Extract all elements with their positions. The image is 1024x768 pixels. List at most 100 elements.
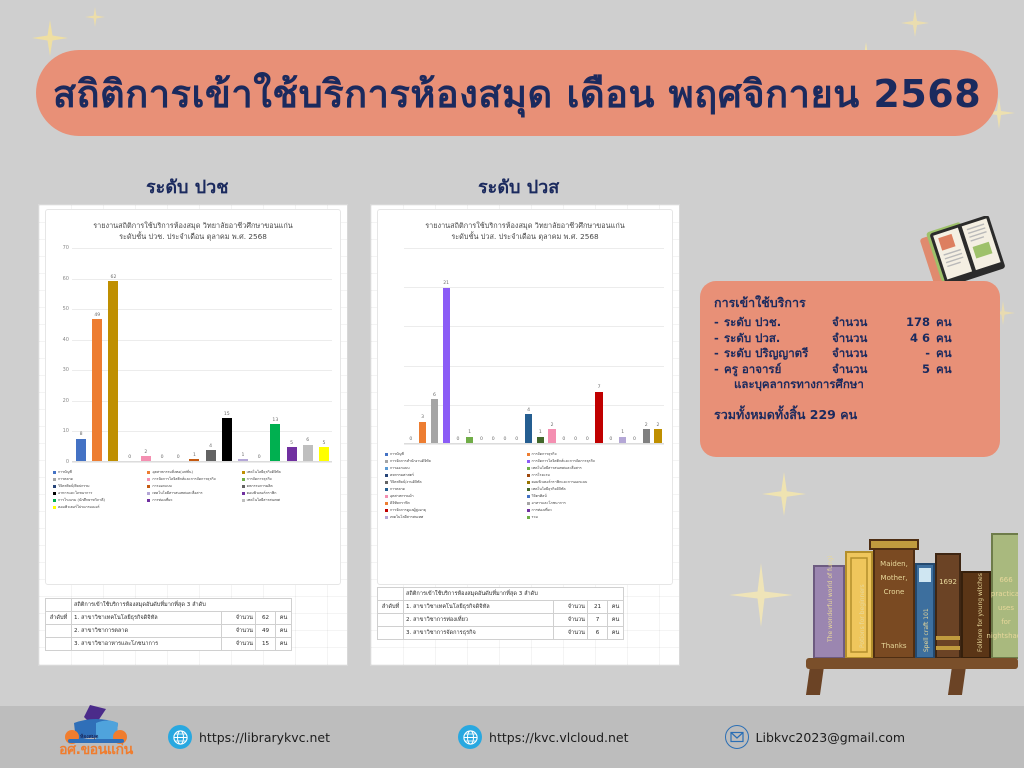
gridline <box>404 248 664 249</box>
summary-total: รวมทั้งหมดทั้งสิ้น 229 คน <box>714 406 858 422</box>
legend-swatch <box>241 498 245 502</box>
legend-swatch <box>526 494 530 498</box>
table-row: 3. สาขาวิชาอาหารและโภชนาการ จำนวน 15 คน <box>45 637 292 651</box>
bar-slot: 0 <box>605 248 617 444</box>
legend-item: การท่องเที่ยว <box>147 497 238 503</box>
bar-value-label: 1 <box>621 429 625 435</box>
legend-label: อุตสาหกรรมผ้า <box>390 494 414 498</box>
legend-item: วิจิตรศิลป์/งานดิจิทัล <box>385 479 524 485</box>
chart-sheet-pvs: รายงานสถิติการใช้บริการห้องสมุด วิทยาลัย… <box>370 204 680 666</box>
legend-swatch <box>147 491 151 495</box>
legend-item: คอมพิวเตอร์กราฟิกและการออกแบบ <box>526 479 666 485</box>
legend-swatch <box>241 491 245 495</box>
plot-area-pvch: 0 10 20 30 40 50 60 70 8 49 62 0 2 0 0 1 4 15 1 0 13 5 6 5 <box>50 245 336 465</box>
summary-continuation: และบุคลากรทางการศึกษา <box>734 377 864 391</box>
legend-item: เทคโนโลยีธุรกิจดิจิทัล <box>241 469 333 475</box>
footer-bar: https://librarykvc.net https://kvc.vlclo… <box>0 706 1024 768</box>
table-cell-name: 1. สาขาวิชาเทคโนโลยีธุรกิจดิจิทัล <box>403 600 554 614</box>
legend-swatch <box>53 470 56 474</box>
bar-series-pvs: 0 3 6 21 0 1 0 0 0 0 4 1 2 0 0 0 7 0 1 0 2 2 <box>405 248 664 444</box>
bar-slot: 62 <box>105 248 121 462</box>
bar-value-label: 0 <box>257 455 261 461</box>
bar-value-label: 3 <box>421 415 425 421</box>
bar-slot: 4 <box>203 248 219 462</box>
summary-count-label: จำนวน <box>832 346 868 360</box>
legend-label: การบัญชี <box>390 452 404 456</box>
bar-value-label: 0 <box>128 455 132 461</box>
table-header-text: สถิติการเข้าใช้บริการห้องสมุดอันดับที่มา… <box>403 587 624 601</box>
sparkle-decoration <box>760 470 808 518</box>
legend-label: อุตสาหกรรมสิ่งทอ(แฟชั่น) <box>152 470 193 474</box>
legend-item: เทคโนโลยีสารสนเทศ <box>385 514 524 520</box>
bar-slot: 5 <box>316 248 332 462</box>
top3-table-pvch: สถิติการเข้าใช้บริการห้องสมุดอันดับที่มา… <box>45 598 292 651</box>
legend-item: รวม <box>526 514 666 520</box>
open-book-icon <box>918 215 1010 294</box>
legend-label: คหกรรมการผลิต <box>246 484 273 488</box>
legend-item: การจัดการโลจิสติกส์และการจัดการธุรกิจ <box>526 458 666 464</box>
bar-slot: 6 <box>429 248 441 444</box>
bar-slot: 1 <box>534 248 546 444</box>
chart-card-pvch: รายงานสถิติการใช้บริการห้องสมุด วิทยาลัย… <box>45 209 341 585</box>
bar <box>76 438 87 462</box>
legend-swatch <box>147 484 151 488</box>
bar <box>642 429 650 444</box>
legend-label: เทคโนโลยีสารสนเทศและสื่อสาร <box>152 491 203 495</box>
bar-slot: 2 <box>138 248 154 462</box>
footer-link-text: https://librarykvc.net <box>199 729 331 745</box>
svg-text:uses: uses <box>998 604 1014 612</box>
summary-count-label: จำนวน <box>832 330 868 345</box>
legend-swatch <box>147 470 151 474</box>
legend-item: คหกรรมการผลิต <box>241 483 333 489</box>
gridline <box>404 287 664 289</box>
summary-dash: - <box>714 361 719 376</box>
legend-swatch <box>385 473 388 477</box>
bar-slot: 49 <box>89 248 105 462</box>
legend-label: การโรงแรม (นักศึกษาทวิภาคี) <box>58 498 105 502</box>
legend-label: การตลาด <box>58 477 74 481</box>
y-axis-tick: 10 <box>62 428 69 435</box>
bar-series-pvch: 8 49 62 0 2 0 0 1 4 15 1 0 13 5 6 5 <box>73 248 332 462</box>
y-axis-tick: 20 <box>62 397 69 404</box>
bar-slot: 0 <box>476 248 488 444</box>
legend-label: คอมพิวเตอร์โปรแกรมเมอร์ <box>58 505 100 509</box>
bar-value-label: 5 <box>322 440 326 446</box>
bar-slot: 6 <box>300 248 316 462</box>
svg-text:nightshade: nightshade <box>986 632 1018 640</box>
legend-label: รวม <box>531 515 538 519</box>
svg-text:Mother,: Mother, <box>881 574 908 582</box>
summary-count: 4 6 <box>909 330 930 345</box>
legend-item: การโรงแรม (นักศึกษาทวิภาคี) <box>53 497 144 503</box>
y-axis-tick: 0 <box>65 459 69 465</box>
y-axis-tick: 60 <box>62 275 69 282</box>
table-cell-count-label: จำนวน <box>221 624 256 638</box>
bar <box>318 447 329 462</box>
legend-swatch <box>385 501 388 505</box>
legend-label: การจัดการโลจิสติกส์และการจัดการธุรกิจ <box>152 477 216 481</box>
svg-text:The wonderful world of fungi: The wonderful world of fungi <box>827 555 834 643</box>
legend-item: การตลาด <box>385 486 524 492</box>
legend-label: การจัดการธุรกิจ <box>246 477 272 481</box>
bar-value-label: 49 <box>94 312 101 318</box>
footer-link-library[interactable]: https://librarykvc.net <box>168 725 330 749</box>
bar <box>140 456 151 462</box>
chart-title-pvs: รายงานสถิติการใช้บริการห้องสมุด วิทยาลัย… <box>382 220 668 242</box>
footer-link-cloud[interactable]: https://kvc.vlcloud.net <box>458 725 629 749</box>
chart-title-line1: รายงานสถิติการใช้บริการห้องสมุด วิทยาลัย… <box>425 221 625 230</box>
legend-swatch <box>385 508 388 512</box>
bar <box>302 444 313 462</box>
library-logo: ห้องสมุด อศ.ขอนแก่น <box>44 703 148 761</box>
svg-text:Crone: Crone <box>884 588 905 596</box>
page-title-banner: สถิติการเข้าใช้บริการห้องสมุด เดือน พฤศจ… <box>36 50 998 136</box>
bar <box>189 459 200 462</box>
legend-item: การตลาด <box>53 476 144 482</box>
legend-item: การบัญชี <box>385 451 524 457</box>
legend-swatch <box>385 515 388 519</box>
footer-link-email[interactable]: Libkvc2023@gmail.com <box>724 725 905 749</box>
bar-slot: 5 <box>283 248 299 462</box>
bar-slot: 0 <box>405 248 417 444</box>
y-axis-tick: 40 <box>62 336 69 343</box>
gridline <box>72 400 332 402</box>
bookshelf-icon: The wonderful world of fungi Potions for… <box>805 524 1024 700</box>
chart-card-pvs: รายงานสถิติการใช้บริการห้องสมุด วิทยาลัย… <box>377 209 673 585</box>
